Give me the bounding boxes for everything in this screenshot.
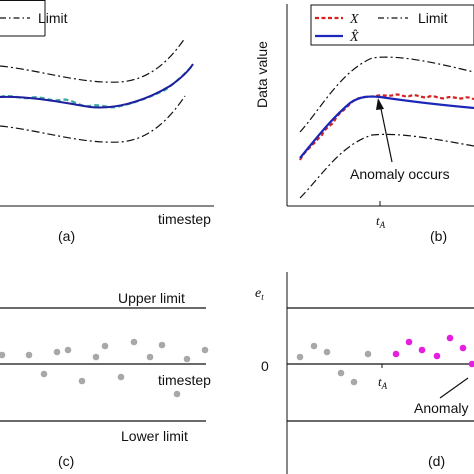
panel-a-blue-series (0, 63, 194, 109)
panel-c-point (130, 338, 138, 346)
panel-d-normal-point (337, 369, 345, 377)
panel-b-legend: X Limit X̂ (310, 4, 474, 46)
panel-c-caption: (c) (58, 453, 74, 469)
panel-d-normal-point (310, 342, 318, 350)
panel-b-ylabel: Data value (254, 41, 270, 108)
panel-c-lower-label: Lower limit (121, 428, 188, 444)
panel-a-legend: Limit (0, 0, 68, 37)
panel-d-anomaly-point (468, 360, 474, 368)
panel-b-legend-xhat-label: X̂ (349, 29, 359, 45)
panel-c-point (146, 353, 154, 361)
panel-d-normal-point (364, 350, 372, 358)
panel-b-caption: (b) (430, 228, 447, 244)
panel-d-normal-point (323, 348, 331, 356)
panel-d-normal-points (296, 342, 372, 386)
panel-d-normal-point (350, 378, 358, 386)
panel-c-point (53, 348, 61, 356)
panel-d-tick-label: tA (378, 374, 388, 391)
panel-b-tick-label: tA (376, 213, 386, 230)
panel-c-xlabel: timestep (158, 372, 211, 388)
panel-d-zero-label: 0 (261, 358, 269, 374)
panel-d-annotation-arrow (439, 377, 469, 399)
panel-d-anomaly-point (418, 346, 426, 354)
panel-d-anomaly-point (433, 352, 441, 360)
panel-b-annotation: Anomaly occurs (350, 166, 450, 182)
panel-b: Data value X Limit X̂ Anomaly occurs tA … (254, 4, 474, 244)
panel-c-point (117, 373, 125, 381)
panel-a: Limit timestep (a) (0, 0, 214, 244)
panel-c-point (92, 353, 100, 361)
panel-b-actual-series (299, 93, 474, 161)
panel-c-upper-label: Upper limit (118, 290, 185, 306)
panel-d-normal-point (296, 353, 304, 361)
panel-d-anomaly-points (392, 334, 474, 368)
panel-a-xlabel: timestep (158, 211, 211, 227)
panel-c: Upper limit Lower limit timestep (c) (0, 290, 211, 469)
panel-d-anomaly-point (405, 338, 413, 346)
panel-c-point (64, 346, 72, 354)
panel-a-lower-limit (0, 95, 186, 143)
panel-c-point (78, 377, 86, 385)
panel-d-anomaly-point (459, 344, 467, 352)
panel-b-arrow-head (376, 98, 384, 110)
panel-c-point (158, 341, 166, 349)
panel-c-point (183, 355, 191, 363)
panel-a-upper-limit (0, 37, 186, 83)
panel-c-point (201, 346, 209, 354)
panel-d-anomaly-point (446, 334, 454, 342)
panel-c-points (0, 338, 209, 398)
panel-d: et 0 tA Anomaly (d) (255, 272, 474, 474)
panel-c-point (25, 351, 33, 359)
panel-b-predicted-series (299, 95, 474, 159)
panel-b-upper-limit (299, 56, 474, 133)
panel-c-point (40, 370, 48, 378)
panel-b-lower-limit (299, 133, 474, 199)
panel-c-point (101, 342, 109, 350)
panel-b-legend-x-label: X (349, 12, 359, 27)
panel-a-green-series (0, 65, 193, 109)
panel-c-point (173, 390, 181, 398)
panel-a-legend-limit-label: Limit (38, 10, 68, 26)
panel-d-annotation: Anomaly (414, 400, 468, 416)
panel-b-legend-limit-label: Limit (418, 10, 448, 26)
panel-c-point (0, 351, 6, 359)
panel-d-caption: (d) (428, 453, 445, 469)
panel-b-annotation-arrow (379, 103, 393, 163)
panel-a-caption: (a) (58, 228, 75, 244)
panel-d-anomaly-point (392, 350, 400, 358)
panel-d-ylabel: et (255, 286, 264, 302)
